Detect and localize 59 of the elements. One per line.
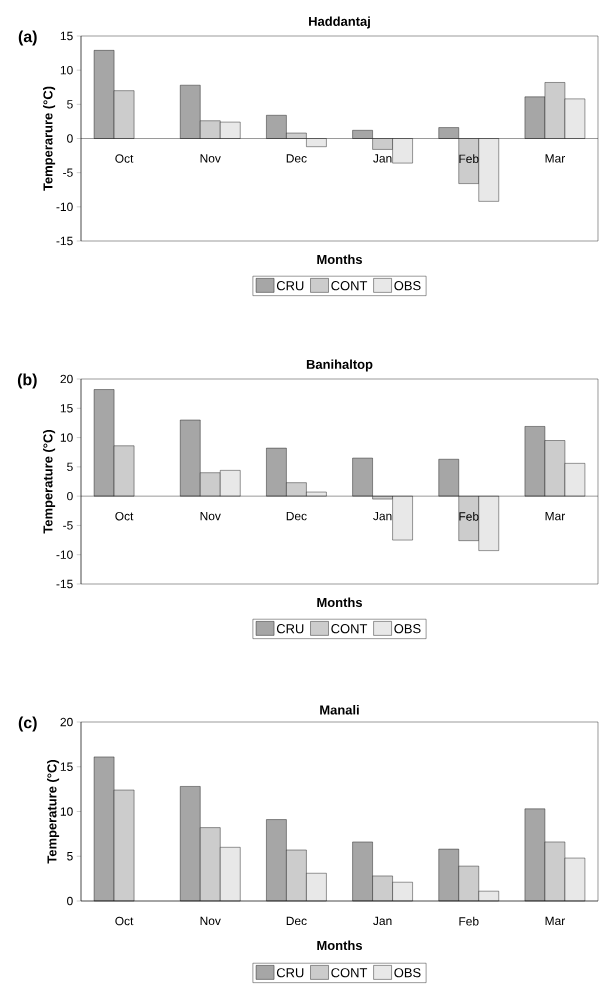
x-tick-label: Mar <box>545 511 566 521</box>
y-tick-label: 0 <box>67 134 73 143</box>
y-axis-title: Temperarure (°C) <box>43 86 56 191</box>
y-tick-label: 10 <box>60 807 73 816</box>
legend-label: CRU <box>276 281 304 291</box>
y-tick-label: 5 <box>67 462 73 472</box>
y-tick-label: 15 <box>60 31 73 41</box>
x-tick-label: Oct <box>115 154 134 163</box>
y-tick-label: -10 <box>56 202 73 212</box>
x-tick-label: Mar <box>545 916 566 926</box>
y-tick-label: 5 <box>67 852 73 861</box>
y-tick-label: 20 <box>60 374 73 384</box>
x-tick-label: Dec <box>286 511 307 521</box>
y-axis-title: Temperature (°C) <box>43 430 56 534</box>
y-tick-label: -10 <box>56 550 73 559</box>
legend-label: CONT <box>331 968 368 978</box>
chart-title: Manali <box>320 705 359 715</box>
text: (a) <box>18 30 37 46</box>
x-tick-label: Oct <box>115 916 134 926</box>
y-tick-label: 0 <box>67 491 73 501</box>
y-tick-label: 5 <box>67 100 73 109</box>
x-axis-title: Months <box>317 254 362 265</box>
x-tick-label: Dec <box>286 154 307 163</box>
legend-label: OBS <box>394 968 421 978</box>
x-tick-label: Mar <box>545 154 566 163</box>
legend-label: CONT <box>331 624 368 634</box>
x-tick-label: Nov <box>200 916 221 926</box>
legend-label: CONT <box>331 281 368 291</box>
legend-label: CRU <box>276 624 304 634</box>
legend-label: OBS <box>394 624 421 634</box>
x-tick-label: Dec <box>286 916 307 926</box>
y-tick-label: 15 <box>60 762 73 771</box>
x-axis-title: Months <box>317 940 362 951</box>
text: (c) <box>18 716 37 732</box>
y-tick-label: 15 <box>60 404 73 413</box>
y-tick-label: 10 <box>60 65 73 75</box>
x-tick-label: Feb <box>459 154 479 164</box>
x-tick-label: Jan <box>373 511 392 521</box>
x-tick-label: Nov <box>200 154 221 163</box>
text: (b) <box>17 373 37 389</box>
x-tick-label: Jan <box>373 154 392 163</box>
chart-title: Haddantaj <box>309 16 370 29</box>
y-axis-title: Temperature (°C) <box>47 760 60 864</box>
x-tick-label: Nov <box>200 511 221 521</box>
x-tick-label: Jan <box>373 916 392 926</box>
chart-title: Banihaltop <box>306 359 373 372</box>
x-tick-label: Feb <box>459 916 479 926</box>
y-tick-label: 10 <box>60 433 73 442</box>
y-tick-label: 20 <box>60 717 73 727</box>
x-tick-label: Feb <box>459 511 479 521</box>
legend-label: CRU <box>276 968 304 978</box>
x-tick-label: Oct <box>115 511 134 521</box>
y-tick-label: -5 <box>63 521 73 530</box>
y-tick-label: -5 <box>63 168 73 177</box>
y-tick-label: -15 <box>56 236 73 246</box>
legend-label: OBS <box>394 281 421 291</box>
x-axis-title: Months <box>317 597 362 608</box>
y-tick-label: -15 <box>56 579 73 589</box>
y-tick-label: 0 <box>67 896 73 906</box>
